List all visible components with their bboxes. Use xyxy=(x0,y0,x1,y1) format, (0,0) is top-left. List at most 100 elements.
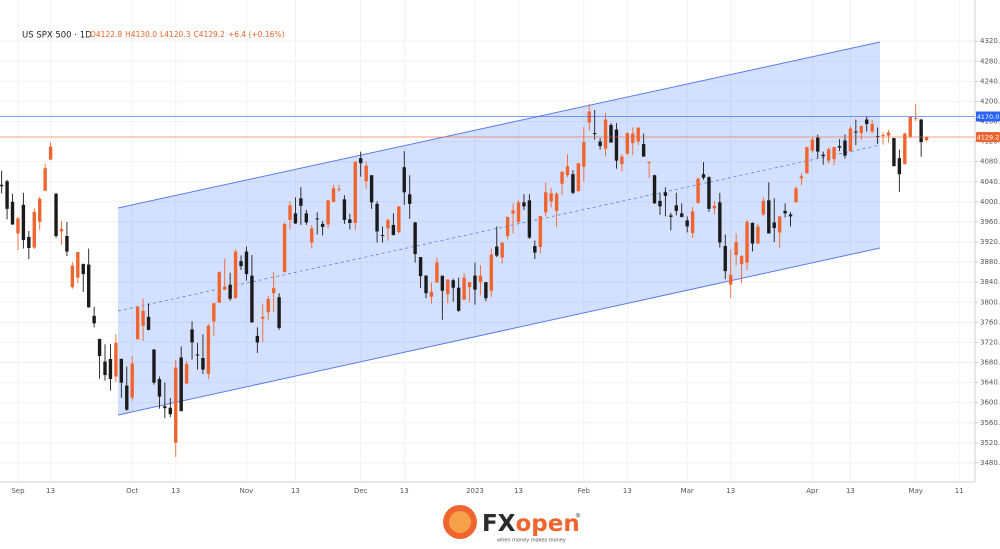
candle-body xyxy=(924,136,929,141)
candle-body xyxy=(685,220,689,227)
candle-body xyxy=(130,363,134,398)
candle-body xyxy=(255,335,260,343)
candle-body xyxy=(473,275,477,290)
y-tick-label: 4280.0 xyxy=(980,57,1000,65)
price-label: 4170.0 xyxy=(977,113,1000,121)
candle-body xyxy=(603,119,608,149)
candle-body xyxy=(865,119,869,125)
candle-body xyxy=(70,265,75,288)
y-tick-label: 3800.0 xyxy=(980,298,1000,306)
candle-body xyxy=(174,367,178,443)
candle-body xyxy=(184,364,189,384)
candle-body xyxy=(767,200,771,234)
candle-body xyxy=(429,291,434,297)
candle-body xyxy=(48,146,53,160)
candle-body xyxy=(592,133,597,135)
candle-body xyxy=(65,235,69,252)
candle-body xyxy=(81,264,85,275)
candle-body xyxy=(587,111,591,123)
candle-body xyxy=(810,139,815,151)
x-tick-label: Oct xyxy=(126,487,138,495)
candle-body xyxy=(631,133,635,144)
candle-body xyxy=(103,361,107,376)
y-tick-label: 3520.0 xyxy=(980,439,1000,447)
y-tick-label: 3640.0 xyxy=(980,379,1000,387)
candle-body xyxy=(304,213,309,223)
ohlc-item: C4129.2 xyxy=(193,30,225,39)
candle-body xyxy=(614,129,619,161)
candle-body xyxy=(369,175,374,203)
logo-text: FXopen xyxy=(482,511,580,537)
candle-body xyxy=(843,140,847,156)
candle-body xyxy=(86,264,91,308)
candle-body xyxy=(179,357,183,412)
candle-body xyxy=(402,167,406,193)
candle-body xyxy=(908,116,912,137)
candle-body xyxy=(636,127,640,142)
candle-body xyxy=(620,156,624,165)
candle-body xyxy=(201,357,205,370)
candle-body xyxy=(348,219,352,223)
candle-body xyxy=(76,252,80,278)
candle-body xyxy=(826,149,831,161)
channel-fill xyxy=(118,42,880,415)
ohlc-item: H4130.0 xyxy=(125,30,157,39)
candle-body xyxy=(282,223,287,273)
candle-body xyxy=(310,228,314,243)
candle-body xyxy=(565,166,570,176)
candle-body xyxy=(658,200,662,207)
y-tick-label: 3480.0 xyxy=(980,459,1000,467)
y-tick-label: 3560.0 xyxy=(980,419,1000,427)
x-tick-label: Apr xyxy=(806,487,818,495)
logo-brand: FX xyxy=(482,511,516,537)
candle-body xyxy=(435,262,439,283)
candle-body xyxy=(190,329,194,343)
candle-body xyxy=(805,147,809,174)
candle-body xyxy=(125,385,129,410)
candle-body xyxy=(674,205,678,211)
candle-body xyxy=(32,211,36,248)
candle-body xyxy=(135,306,140,340)
y-tick-label: 4080.0 xyxy=(980,158,1000,166)
candle-body xyxy=(712,205,717,209)
candle-body xyxy=(750,222,755,244)
candle-body xyxy=(598,141,602,147)
candle-body xyxy=(478,275,483,283)
x-tick-label: Feb xyxy=(578,487,591,495)
candle-body xyxy=(418,257,423,277)
candle-body xyxy=(652,175,657,204)
candle-body xyxy=(108,358,113,380)
candle-body xyxy=(27,236,31,249)
candle-body xyxy=(206,325,211,375)
channel-top xyxy=(117,41,881,209)
candle-body xyxy=(897,158,902,175)
candle-body xyxy=(331,188,336,202)
y-tick-label: 3600.0 xyxy=(980,399,1000,407)
y-tick-label: 4040.0 xyxy=(980,178,1000,186)
candle-body xyxy=(718,202,722,243)
candle-body xyxy=(484,282,488,299)
x-tick-label: 13 xyxy=(726,487,735,495)
y-tick-label: 4320.0 xyxy=(980,37,1000,45)
price-label: 4129.2 xyxy=(977,133,1000,141)
x-tick-label: 13 xyxy=(623,487,632,495)
candle-body xyxy=(380,234,385,236)
candle-body xyxy=(919,119,923,143)
candle-body xyxy=(54,193,58,236)
candle-body xyxy=(228,284,232,299)
candle-body xyxy=(212,303,216,322)
candle-body xyxy=(293,213,298,224)
candle-body xyxy=(114,342,118,377)
candle-body xyxy=(364,165,368,182)
candle-body xyxy=(467,282,472,288)
candle-body xyxy=(734,242,738,256)
ohlc-item: O4122.8 xyxy=(90,30,122,39)
candle-body xyxy=(277,297,281,328)
logo-brand-accent: open xyxy=(515,511,579,537)
candle-body xyxy=(821,154,825,157)
x-tick-label: May xyxy=(908,487,922,495)
candle-body xyxy=(391,224,396,235)
candle-body xyxy=(538,215,542,248)
